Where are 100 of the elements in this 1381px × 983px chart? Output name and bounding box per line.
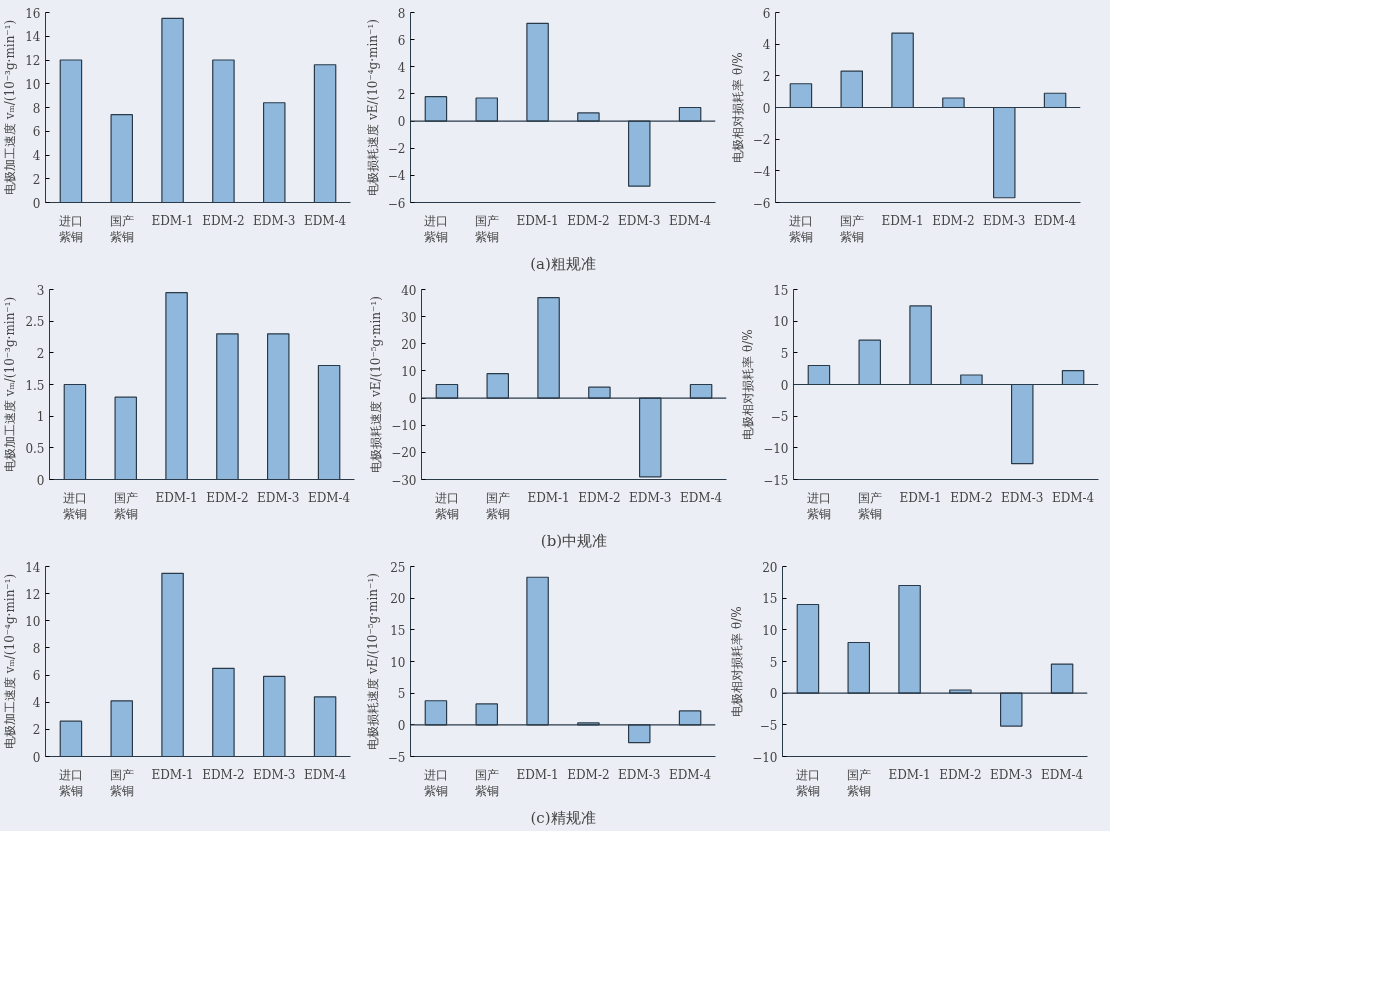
y-tick-label: 25 — [390, 560, 406, 575]
y-tick-label: 4 — [32, 696, 41, 711]
x-tick-label: EDM-3 — [253, 213, 296, 228]
y-tick-label: 0 — [32, 750, 41, 765]
y-tick-label: −5 — [387, 750, 406, 765]
y-tick-label: 10 — [25, 77, 41, 92]
x-tick-label: 进口紫铜 — [788, 213, 813, 245]
x-tick-label: EDM-2 — [567, 767, 610, 782]
y-tick-label: 14 — [25, 560, 41, 575]
text: (a)粗规准 — [530, 254, 596, 273]
y-tick-label: 6 — [397, 33, 406, 48]
y-axis-title: 电极加工速度 vₘ/(10⁻³g·min⁻¹) — [3, 296, 18, 473]
x-tick-label: EDM-1 — [881, 213, 924, 228]
x-tick-label: EDM-3 — [983, 213, 1026, 228]
y-tick-label: 1 — [36, 410, 45, 425]
x-tick-label: EDM-4 — [303, 213, 347, 228]
y-tick-label: 5 — [397, 687, 406, 702]
y-tick-label: 4 — [397, 60, 406, 75]
y-axis-title: 电极损耗速度 vE/(10⁻⁵g·min⁻¹) — [369, 296, 384, 473]
y-tick-label: 16 — [25, 6, 41, 21]
y-axis-title: 电极相对损耗率 θ/% — [730, 606, 745, 717]
y-tick-label: −20 — [391, 446, 417, 461]
x-tick-label: EDM-4 — [303, 767, 347, 782]
x-tick-label: EDM-3 — [629, 490, 672, 505]
y-tick-label: 8 — [397, 6, 406, 21]
y-tick-label: 6 — [32, 669, 41, 684]
y-tick-label: −5 — [759, 718, 778, 733]
y-tick-label: −4 — [387, 169, 406, 184]
x-tick-label: 国产紫铜 — [474, 767, 499, 799]
y-tick-label: 1.5 — [25, 378, 45, 393]
x-tick-label: 国产紫铜 — [839, 213, 864, 245]
y-tick-label: −10 — [752, 750, 778, 765]
y-tick-label: 2 — [32, 172, 41, 187]
y-tick-label: 15 — [762, 592, 778, 607]
x-tick-label: EDM-1 — [516, 213, 559, 228]
x-tick-label: EDM-4 — [679, 490, 723, 505]
y-tick-label: 2 — [36, 346, 45, 361]
x-tick-label: EDM-4 — [1033, 213, 1077, 228]
x-tick-label: EDM-2 — [202, 213, 245, 228]
y-tick-label: 2.5 — [25, 315, 45, 330]
x-tick-label: EDM-2 — [567, 213, 610, 228]
x-tick-label: EDM-1 — [899, 490, 942, 505]
y-axis-title: 电极损耗速度 vE/(10⁻⁴g·min⁻¹) — [365, 19, 380, 196]
y-tick-label: 8 — [32, 641, 41, 656]
y-tick-label: 10 — [390, 655, 406, 670]
y-tick-label: −2 — [752, 133, 771, 148]
y-tick-label: 20 — [401, 337, 417, 352]
x-tick-label: 国产紫铜 — [474, 213, 499, 245]
y-tick-label: 5 — [769, 655, 778, 670]
y-tick-label: 12 — [25, 587, 41, 602]
x-tick-label: 进口紫铜 — [806, 490, 831, 522]
y-tick-label: 10 — [401, 364, 417, 379]
y-tick-label: 14 — [25, 30, 41, 45]
y-axis-title: 电极相对损耗率 θ/% — [730, 52, 745, 163]
y-tick-label: 0 — [36, 473, 45, 488]
text: (c)精规准 — [530, 808, 596, 827]
x-tick-label: 国产紫铜 — [109, 767, 134, 799]
x-tick-label: 进口紫铜 — [58, 767, 83, 799]
y-tick-label: 8 — [32, 101, 41, 116]
x-tick-label: 进口紫铜 — [58, 213, 83, 245]
y-tick-label: 0.5 — [25, 441, 45, 456]
y-tick-label: 0 — [397, 115, 406, 130]
x-tick-label: 国产紫铜 — [485, 490, 510, 522]
x-tick-label: 进口紫铜 — [423, 767, 448, 799]
x-tick-label: 国产紫铜 — [846, 767, 871, 799]
x-tick-label: EDM-4 — [307, 490, 351, 505]
y-tick-label: 4 — [762, 38, 771, 53]
y-tick-label: 2 — [32, 723, 41, 738]
y-tick-label: 15 — [773, 283, 789, 298]
x-tick-label: EDM-1 — [527, 490, 570, 505]
x-tick-label: EDM-3 — [257, 490, 300, 505]
y-axis-title: 电极相对损耗率 θ/% — [741, 329, 756, 440]
x-tick-label: EDM-3 — [990, 767, 1033, 782]
y-tick-label: 0 — [32, 196, 41, 211]
y-tick-label: 20 — [390, 592, 406, 607]
y-tick-label: 3 — [36, 283, 45, 298]
y-tick-label: 5 — [780, 346, 789, 361]
y-axis-title: 电极加工速度 vₘ/(10⁻⁴g·min⁻¹) — [3, 573, 18, 750]
y-tick-label: 10 — [25, 614, 41, 629]
x-tick-label: EDM-2 — [202, 767, 245, 782]
x-tick-label: EDM-4 — [1040, 767, 1084, 782]
x-tick-label: EDM-3 — [253, 767, 296, 782]
y-tick-label: 0 — [408, 392, 417, 407]
y-tick-label: −10 — [391, 419, 417, 434]
y-tick-label: −4 — [752, 164, 771, 179]
y-tick-label: 10 — [773, 315, 789, 330]
x-tick-label: 进口紫铜 — [434, 490, 459, 522]
text: (b)中规准 — [540, 531, 608, 550]
y-tick-label: 40 — [401, 283, 417, 298]
y-tick-label: −6 — [387, 196, 406, 211]
y-tick-label: 15 — [390, 623, 406, 638]
y-tick-label: −30 — [391, 473, 417, 488]
y-tick-label: 0 — [769, 687, 778, 702]
y-tick-label: 2 — [762, 69, 771, 84]
x-tick-label: 国产紫铜 — [113, 490, 138, 522]
x-tick-label: 国产紫铜 — [857, 490, 882, 522]
x-tick-label: EDM-2 — [932, 213, 975, 228]
x-tick-label: EDM-2 — [939, 767, 982, 782]
y-tick-label: 0 — [780, 378, 789, 393]
y-tick-label: 6 — [32, 125, 41, 140]
